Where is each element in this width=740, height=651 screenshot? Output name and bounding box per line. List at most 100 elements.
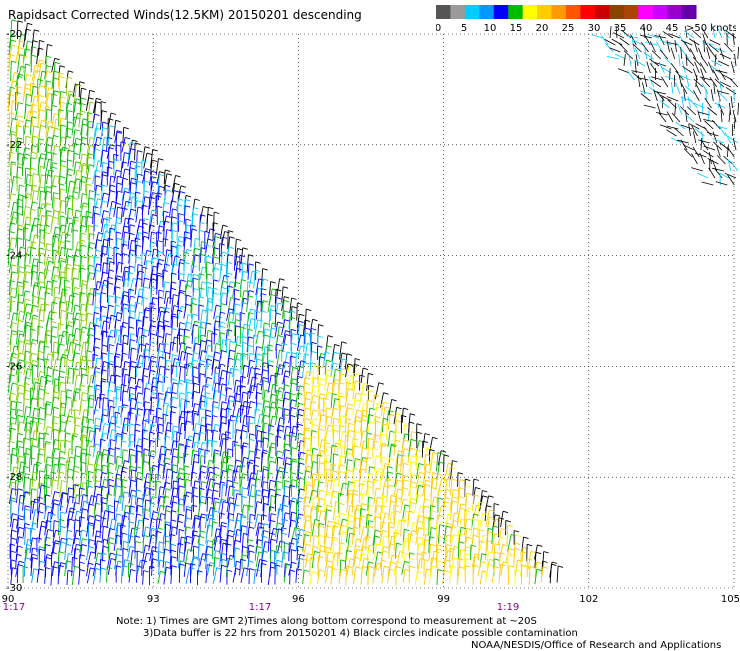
wind-barb-flag — [39, 139, 44, 141]
wind-barb — [297, 529, 300, 544]
wind-barb-flag — [53, 250, 58, 252]
wind-barb-flag — [221, 526, 226, 528]
wind-barb-flag — [38, 385, 43, 387]
wind-barb-flag — [122, 244, 127, 246]
wind-barb-flag — [202, 351, 207, 353]
wind-barb-flag — [213, 490, 218, 492]
wind-barb-flag — [67, 397, 72, 399]
wind-barb-flag — [18, 116, 23, 118]
wind-barb-flag — [143, 438, 148, 440]
wind-barb-flag — [196, 424, 201, 426]
wind-barb-flag — [33, 202, 38, 204]
wind-barb — [205, 514, 207, 528]
wind-barb-flag — [495, 515, 500, 517]
wind-barb — [345, 449, 347, 464]
wind-barb — [46, 330, 47, 344]
wind-barb-flag — [27, 416, 32, 418]
wind-barb-flag — [14, 313, 19, 315]
wind-barb-flag — [214, 498, 219, 500]
wind-barb-flag — [299, 497, 304, 499]
wind-barb-flag — [11, 134, 16, 136]
wind-barb-flag — [186, 304, 191, 306]
wind-barb-flag — [235, 445, 240, 447]
wind-barb-flag — [210, 479, 215, 481]
wind-barb-flag — [306, 531, 311, 533]
wind-barb — [256, 301, 257, 320]
wind-barb-flag — [95, 388, 100, 390]
wind-barb — [157, 193, 158, 208]
wind-barb-flag — [25, 523, 30, 525]
wind-barb — [129, 387, 130, 401]
wind-barb-flag — [181, 280, 186, 282]
wind-barb-flag — [62, 481, 67, 483]
wind-barb-flag — [403, 488, 408, 490]
wind-barb — [276, 523, 278, 537]
wind-barb-flag — [452, 501, 457, 503]
wind-barb-flag — [250, 401, 255, 403]
wind-barb-flag — [467, 519, 472, 521]
wind-barb — [52, 193, 53, 209]
wind-barb-flag — [363, 410, 368, 412]
wind-barb-flag — [233, 482, 238, 484]
wind-barb-flag — [220, 333, 225, 335]
wind-barb — [249, 495, 250, 510]
wind-barb-flag — [131, 193, 136, 195]
wind-barb-flag — [333, 363, 338, 365]
wind-barb-flag — [363, 431, 368, 433]
wind-barb-flag — [38, 497, 43, 499]
wind-barb-flag — [312, 506, 317, 508]
wind-barb-flag — [61, 161, 66, 163]
wind-barb — [367, 373, 369, 391]
wind-barb-flag — [95, 307, 100, 309]
wind-barb — [51, 217, 53, 233]
wind-barb-flag — [102, 345, 107, 347]
wind-barb-flag — [458, 473, 463, 475]
wind-barb-flag — [286, 334, 291, 336]
wind-barb — [297, 376, 298, 391]
wind-barb — [30, 117, 32, 135]
wind-barb-flag — [69, 196, 74, 198]
wind-barb-flag — [11, 162, 16, 164]
wind-barb-flag — [166, 190, 171, 192]
wind-barb-flag — [103, 150, 108, 152]
wind-barb-flag — [270, 489, 275, 491]
wind-barb-flag — [87, 112, 92, 114]
wind-barb-flag — [214, 467, 219, 469]
wind-barb-flag — [117, 276, 122, 278]
wind-barb-flag — [312, 431, 317, 433]
wind-barb-flag — [291, 329, 296, 331]
wind-barb-flag — [46, 186, 51, 188]
wind-barb-flag — [185, 401, 190, 403]
wind-barb-flag — [186, 439, 191, 441]
wind-barb-flag — [115, 448, 120, 450]
wind-barb-flag — [117, 456, 122, 458]
wind-barb-flag — [55, 62, 60, 64]
wind-barb-flag — [191, 298, 196, 300]
wind-barb-flag — [137, 151, 142, 153]
wind-barb-flag — [68, 538, 73, 540]
wind-barb-flag — [188, 392, 193, 394]
wind-barb-flag — [172, 223, 177, 225]
wind-barb — [79, 82, 80, 98]
wind-barb-flag — [103, 526, 108, 528]
wind-barb-flag — [173, 426, 178, 428]
wind-barb-flag — [125, 424, 130, 426]
wind-barb-flag — [207, 274, 212, 276]
wind-barb-flag — [104, 361, 109, 363]
wind-barb — [116, 496, 119, 512]
wind-barb-flag — [244, 290, 249, 292]
wind-barb — [192, 487, 193, 503]
wind-barb — [191, 450, 192, 465]
wind-barb — [451, 461, 453, 480]
wind-barb-flag — [143, 509, 148, 511]
wind-barb-flag — [184, 336, 189, 338]
wind-barb — [388, 431, 390, 447]
wind-barb-flag — [147, 261, 152, 263]
wind-barb-flag — [103, 465, 108, 467]
wind-barb-flag — [82, 400, 87, 402]
wind-barb-flag — [405, 505, 410, 507]
wind-barb-flag — [47, 367, 52, 369]
wind-barb-flag — [102, 306, 107, 308]
wind-barb-flag — [264, 423, 269, 425]
wind-barb-flag — [317, 506, 322, 508]
